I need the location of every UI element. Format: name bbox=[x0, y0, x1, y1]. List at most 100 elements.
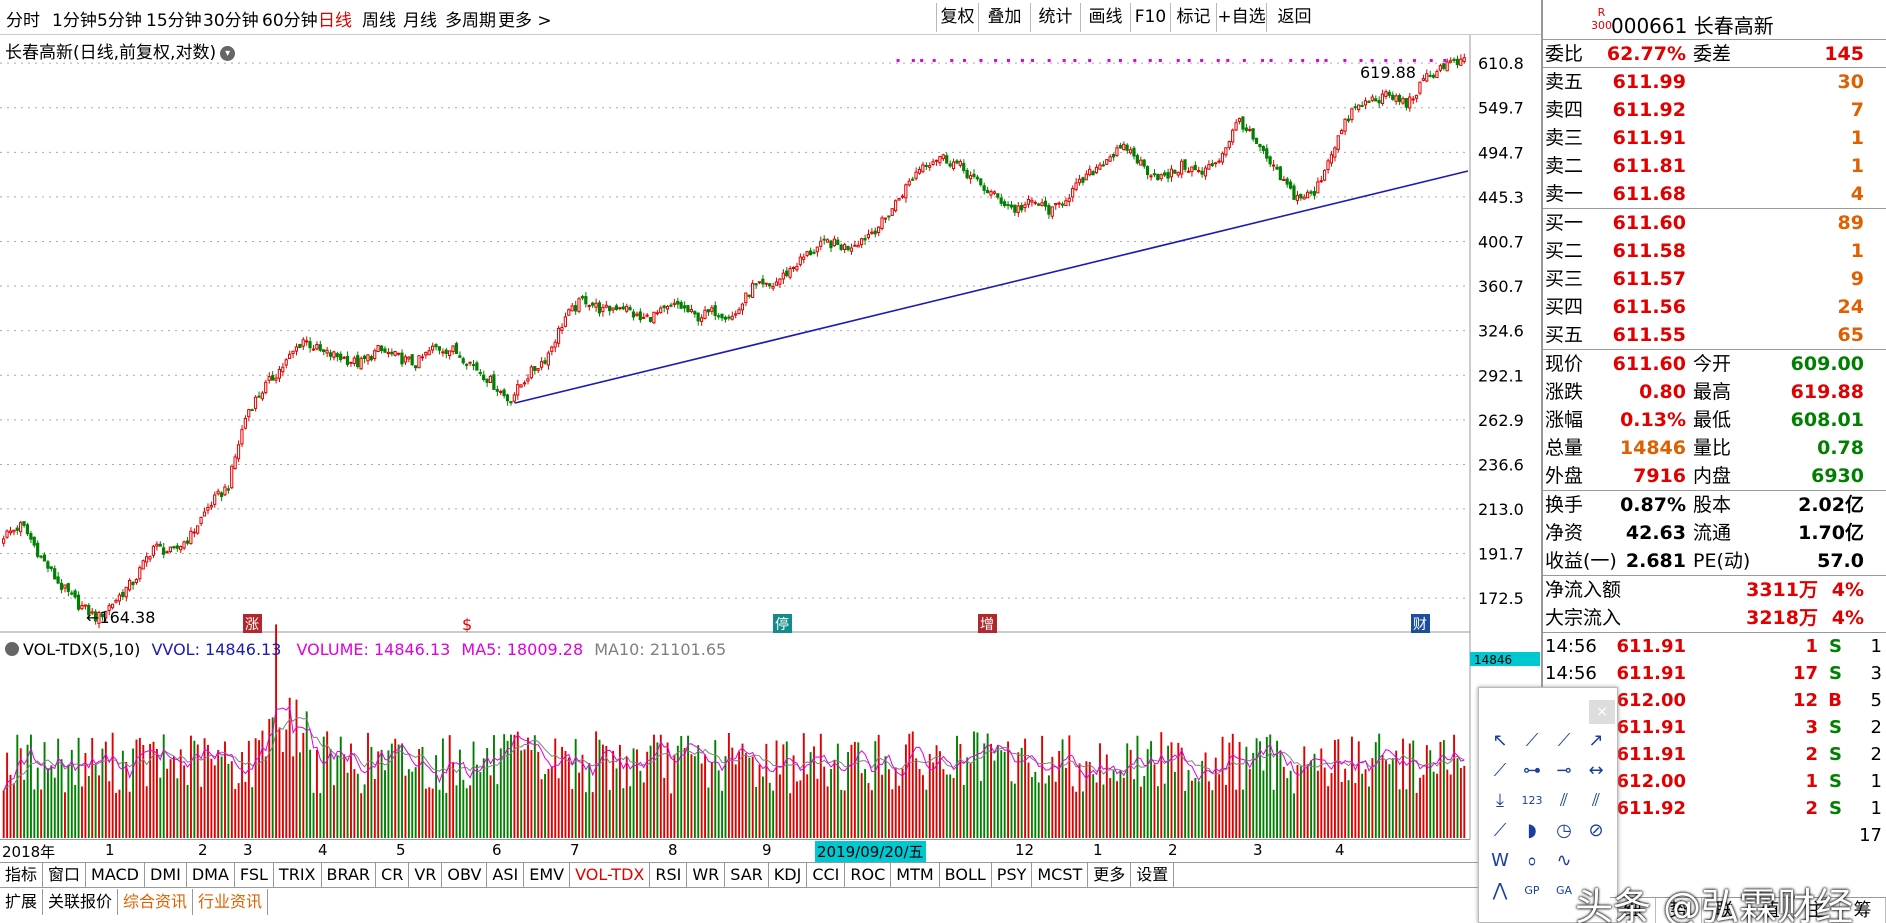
indicator-tab-10[interactable]: OBV bbox=[442, 863, 488, 887]
vertical-line-icon[interactable]: ⤓ bbox=[1496, 790, 1504, 811]
event-marker[interactable]: $ bbox=[462, 615, 472, 634]
period-8[interactable]: 月线 bbox=[403, 11, 437, 31]
tool-button-6[interactable]: +自选 bbox=[1216, 3, 1266, 32]
line-segment-icon[interactable]: ⟋ bbox=[1525, 730, 1539, 751]
indicator-tab-1[interactable]: 窗口 bbox=[43, 863, 87, 887]
indicator-tab-12[interactable]: EMV bbox=[524, 863, 571, 887]
indicator-tab-14[interactable]: RSI bbox=[650, 863, 688, 887]
indicator-tab-19[interactable]: ROC bbox=[845, 863, 892, 887]
indicator-tab-6[interactable]: TRIX bbox=[274, 863, 322, 887]
arc-icon[interactable]: ◗ bbox=[1527, 820, 1537, 841]
horizontal-segment-icon[interactable]: ↔ bbox=[1588, 760, 1604, 781]
event-marker-bg[interactable] bbox=[1411, 614, 1430, 633]
detail-tab-5[interactable]: 值 bbox=[1748, 898, 1794, 923]
tool-button-2[interactable]: 统计 bbox=[1030, 3, 1080, 32]
detail-tab-4[interactable]: 联 bbox=[1702, 898, 1748, 923]
indicator-tab-21[interactable]: BOLL bbox=[940, 863, 992, 887]
stat-row: 现价 611.60 今开 609.00 bbox=[1545, 353, 1864, 375]
sub-tab-2[interactable]: 综合资讯 bbox=[118, 889, 194, 915]
chart-canvas[interactable]: 610.8 549.7 494.7 445.3 400.7 360.7 324.6 292.1… bbox=[0, 0, 1541, 862]
indicator-tab-23[interactable]: MCST bbox=[1032, 863, 1089, 887]
detail-tab-3[interactable]: 势 bbox=[1656, 898, 1702, 923]
indicator-tab-8[interactable]: CR bbox=[376, 863, 410, 887]
period-1[interactable]: 1分钟 bbox=[52, 11, 97, 31]
event-marker[interactable]: 财 bbox=[1413, 617, 1427, 633]
indicator-tab-16[interactable]: SAR bbox=[725, 863, 769, 887]
gp-icon[interactable]: GP bbox=[1524, 884, 1540, 897]
candle-body bbox=[1367, 100, 1371, 103]
period-6[interactable]: 日线 bbox=[318, 11, 352, 31]
indicator-tab-7[interactable]: BRAR bbox=[322, 863, 377, 887]
cycle-icon[interactable]: ◷ bbox=[1556, 820, 1572, 841]
detail-tab-2[interactable]: 细 bbox=[1610, 898, 1656, 923]
tool-button-5[interactable]: 标记 bbox=[1170, 3, 1216, 32]
horizontal-ray-icon[interactable]: ⊸ bbox=[1556, 760, 1572, 781]
sub-tab-1[interactable]: 关联报价 bbox=[43, 889, 119, 915]
wave-icon[interactable]: ∿ bbox=[1556, 850, 1572, 871]
detail-tab-6[interactable]: 主 bbox=[1794, 898, 1840, 923]
indicator-tab-17[interactable]: KDJ bbox=[769, 863, 808, 887]
horizontal-line-icon[interactable]: ⊶ bbox=[1523, 760, 1541, 781]
period-4[interactable]: 30分钟 bbox=[203, 11, 259, 31]
book-row: 买四 611.56 24 bbox=[1543, 293, 1886, 321]
event-marker-bg[interactable] bbox=[243, 614, 262, 633]
candle-body bbox=[192, 531, 196, 534]
indicator-tab-24[interactable]: 更多 bbox=[1088, 863, 1132, 887]
indicator-tab-20[interactable]: MTM bbox=[891, 863, 940, 887]
wave-count-icon[interactable]: 123 bbox=[1521, 794, 1543, 807]
indicator-tab-4[interactable]: DMA bbox=[187, 863, 235, 887]
event-marker[interactable]: 停 bbox=[775, 616, 789, 633]
event-marker[interactable]: 涨 bbox=[245, 617, 259, 633]
indicator-tab-25[interactable]: 设置 bbox=[1131, 863, 1175, 887]
candle-body bbox=[543, 360, 547, 364]
period-10[interactable]: 更多 > bbox=[498, 11, 552, 31]
indicator-tab-11[interactable]: ASI bbox=[487, 863, 525, 887]
chevron-down-icon[interactable]: ▾ bbox=[220, 46, 236, 61]
indicator-tab-2[interactable]: MACD bbox=[86, 863, 145, 887]
mountain-icon[interactable]: ⋀ bbox=[1492, 880, 1508, 901]
period-0[interactable]: 分时 bbox=[6, 11, 40, 31]
pitchfork-icon[interactable]: ⟋ bbox=[1493, 820, 1507, 841]
cursor-icon[interactable]: ↖ bbox=[1492, 730, 1508, 751]
period-3[interactable]: 15分钟 bbox=[146, 11, 202, 31]
ray-icon[interactable]: ↗ bbox=[1588, 730, 1604, 751]
tool-button-4[interactable]: F10 bbox=[1130, 3, 1170, 32]
indicator-tab-22[interactable]: PSY bbox=[992, 863, 1033, 887]
candle-body bbox=[168, 546, 173, 553]
line-icon[interactable]: ⟋ bbox=[1557, 730, 1571, 751]
period-9[interactable]: 多周期 bbox=[445, 11, 496, 31]
ga-icon[interactable]: GA bbox=[1555, 884, 1573, 897]
event-marker[interactable]: 增 bbox=[980, 617, 994, 633]
candle-body bbox=[645, 314, 649, 317]
sub-tab-3[interactable]: 行业资讯 bbox=[193, 889, 269, 915]
extended-line-icon[interactable]: ⟋ bbox=[1493, 760, 1507, 781]
fan-lines-icon[interactable]: ⫽ bbox=[1591, 790, 1601, 811]
vol-indicator-name[interactable]: VOL-TDX(5,10) bbox=[23, 640, 141, 659]
event-marker-bg[interactable] bbox=[978, 614, 997, 633]
indicator-tab-5[interactable]: FSL bbox=[235, 863, 274, 887]
period-7[interactable]: 周线 bbox=[362, 11, 396, 31]
candle-body bbox=[659, 307, 663, 314]
tool-button-3[interactable]: 画线 bbox=[1080, 3, 1130, 32]
indicator-tab-0[interactable]: 指标 bbox=[0, 863, 44, 887]
sub-tab-0[interactable]: 扩展 bbox=[0, 889, 44, 915]
w-pattern-icon[interactable]: W bbox=[1491, 850, 1509, 871]
parallel-channel-icon[interactable]: ⫽ bbox=[1559, 790, 1569, 811]
period-2[interactable]: 5分钟 bbox=[97, 11, 142, 31]
event-marker-bg[interactable] bbox=[773, 614, 792, 633]
tool-button-0[interactable]: 复权 bbox=[936, 3, 978, 32]
indicator-tab-13[interactable]: VOL-TDX bbox=[570, 863, 651, 887]
indicator-tab-3[interactable]: DMI bbox=[145, 863, 187, 887]
period-5[interactable]: 60分钟 bbox=[262, 11, 318, 31]
indicator-tab-18[interactable]: CCI bbox=[807, 863, 846, 887]
indicator-tab-9[interactable]: VR bbox=[409, 863, 443, 887]
m-pattern-icon[interactable]: ᭐ bbox=[1527, 850, 1537, 871]
trend-line[interactable] bbox=[514, 170, 1469, 404]
candle-body bbox=[914, 171, 918, 179]
close-icon[interactable]: × bbox=[1589, 700, 1615, 724]
settings-icon[interactable] bbox=[5, 642, 19, 656]
indicator-tab-15[interactable]: WR bbox=[687, 863, 726, 887]
tool-button-1[interactable]: 叠加 bbox=[978, 3, 1030, 32]
ellipse-icon[interactable]: ⊘ bbox=[1588, 820, 1604, 841]
tool-button-7[interactable]: 返回 bbox=[1266, 3, 1322, 32]
